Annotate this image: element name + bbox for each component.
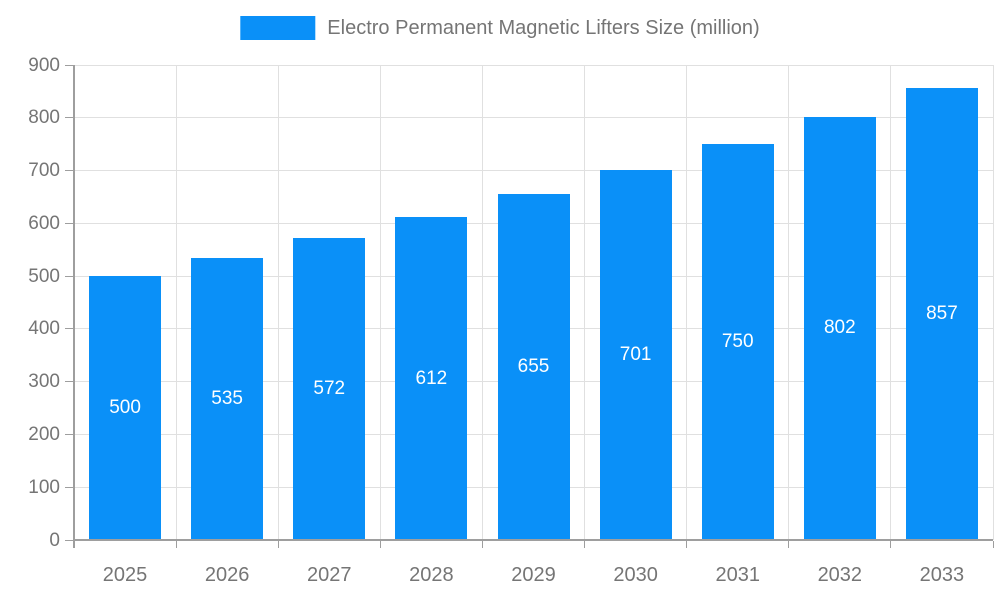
gridline-v: [890, 65, 892, 540]
x-tick: [992, 541, 994, 548]
bar-value-label: 655: [517, 356, 550, 378]
x-axis-label: 2033: [919, 564, 965, 586]
bar: [701, 144, 774, 540]
gridline-v: [277, 65, 279, 540]
gridline-h: [74, 64, 993, 66]
gridline-h: [74, 117, 993, 119]
gridline-v: [686, 65, 688, 540]
y-tick: [65, 275, 74, 277]
y-axis-label: 100: [28, 476, 60, 498]
bar: [293, 238, 366, 540]
x-axis-label: 2027: [307, 564, 352, 586]
y-tick: [65, 64, 74, 66]
x-tick: [175, 541, 177, 548]
legend: Electro Permanent Magnetic Lifters Size …: [240, 16, 760, 40]
y-axis-label: 900: [28, 54, 60, 76]
bar: [89, 276, 162, 540]
bar: [395, 217, 468, 540]
gridline-v: [584, 65, 586, 540]
y-axis-label: 400: [28, 318, 60, 340]
bar-value-label: 701: [619, 344, 652, 365]
legend-swatch: [240, 16, 316, 40]
bar-value-label: 535: [211, 387, 243, 409]
y-axis-label: 800: [28, 107, 60, 129]
bar-value-label: 802: [823, 317, 856, 339]
bar: [497, 194, 570, 540]
x-tick: [277, 541, 279, 548]
y-tick: [65, 117, 74, 119]
bar: [905, 87, 978, 540]
y-tick: [65, 170, 74, 172]
x-axis-line: [74, 539, 993, 541]
x-axis-label: 2025: [102, 564, 148, 586]
bar-value-label: 500: [109, 397, 141, 419]
y-axis-label: 700: [28, 160, 60, 182]
x-tick: [584, 541, 586, 548]
bar-value-label: 857: [926, 302, 958, 324]
x-tick: [73, 541, 75, 548]
y-tick: [65, 433, 74, 435]
x-axis-label: 2031: [715, 564, 760, 586]
bar-value-label: 572: [313, 378, 346, 400]
x-tick: [890, 541, 892, 548]
x-tick: [379, 541, 381, 548]
gridline-h: [74, 170, 993, 172]
y-tick: [65, 539, 74, 541]
x-tick: [686, 541, 688, 548]
y-tick: [65, 381, 74, 383]
gridline-v: [481, 65, 483, 540]
y-axis-label: 0: [49, 529, 60, 551]
bar: [191, 257, 264, 540]
y-tick: [65, 328, 74, 330]
x-axis-label: 2029: [511, 564, 556, 586]
x-axis-label: 2030: [613, 564, 658, 586]
x-axis-label: 2028: [409, 564, 454, 586]
chart-title: Electro Permanent Magnetic Lifters Size …: [327, 17, 760, 39]
y-tick: [65, 486, 74, 488]
y-axis-line: [73, 65, 75, 548]
y-axis-label: 300: [28, 371, 60, 393]
x-tick: [481, 541, 483, 548]
bar-value-label: 612: [415, 367, 448, 389]
x-axis-label: 2032: [817, 564, 863, 586]
bar: [803, 116, 876, 540]
gridline-v: [175, 65, 177, 540]
bar-value-label: 750: [721, 331, 754, 353]
x-tick: [788, 541, 790, 548]
gridline-v: [788, 65, 790, 540]
x-axis-label: 2026: [204, 564, 250, 586]
y-axis-label: 500: [28, 265, 60, 287]
bar: [599, 170, 672, 540]
gridline-v: [992, 65, 994, 540]
y-axis-label: 600: [28, 212, 60, 234]
y-axis-label: 200: [28, 423, 60, 445]
y-tick: [65, 222, 74, 224]
gridline-v: [379, 65, 381, 540]
